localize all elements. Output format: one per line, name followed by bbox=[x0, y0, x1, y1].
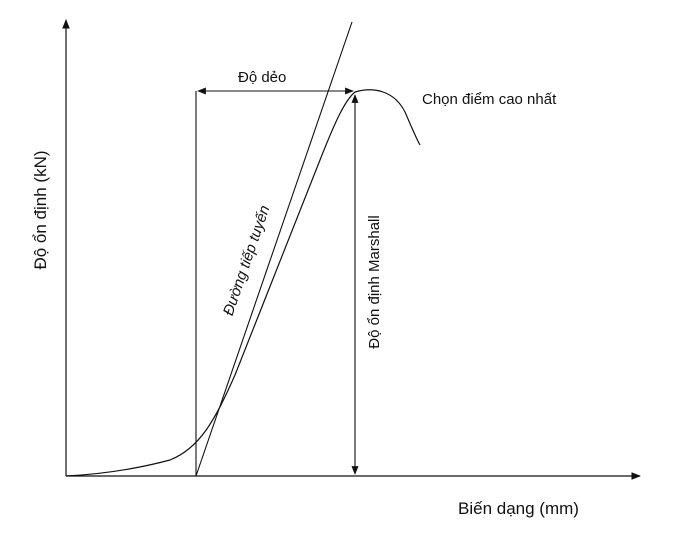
stability-label: Độ ổn định Marshall bbox=[366, 215, 383, 348]
y-axis-label: Độ ổn định (kN) bbox=[31, 150, 50, 269]
tangent-line bbox=[195, 21, 353, 477]
flow-label: Độ dẻo bbox=[238, 69, 286, 86]
x-axis-label: Biến dạng (mm) bbox=[458, 499, 579, 518]
peak-label: Chọn điểm cao nhất bbox=[422, 91, 557, 108]
load-deformation-curve bbox=[65, 89, 421, 477]
tangent-label: Đường tiếp tuyến bbox=[220, 203, 274, 318]
